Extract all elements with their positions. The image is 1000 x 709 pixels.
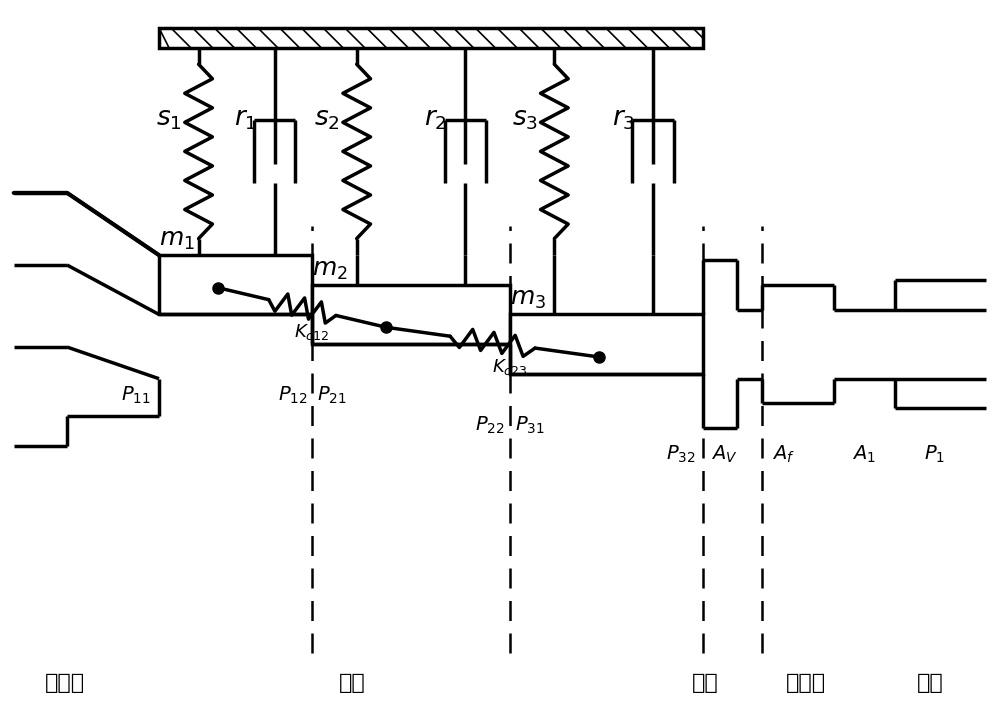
Text: $P_{31}$: $P_{31}$ [515,415,545,436]
Text: $m_3$: $m_3$ [510,288,546,311]
Text: 咀室: 咀室 [692,673,719,693]
Text: $r_3$: $r_3$ [612,107,635,133]
Text: $P_{21}$: $P_{21}$ [317,385,347,406]
Text: $K_{c12}$: $K_{c12}$ [294,323,330,342]
Text: $m_2$: $m_2$ [312,259,348,281]
Text: $K_{c23}$: $K_{c23}$ [492,357,528,377]
Text: 声带: 声带 [338,673,365,693]
Text: $r_2$: $r_2$ [424,107,447,133]
Text: 声道: 声道 [917,673,943,693]
Text: $P_{22}$: $P_{22}$ [475,415,505,436]
Text: $s_1$: $s_1$ [156,107,182,133]
Bar [510,315,703,374]
Text: $m_1$: $m_1$ [159,229,195,252]
Text: $A_1$: $A_1$ [852,444,876,465]
Bar [159,255,312,315]
Text: $P_{32}$: $P_{32}$ [666,444,696,465]
Text: $s_3$: $s_3$ [512,107,538,133]
Text: $A_f$: $A_f$ [772,444,795,465]
Text: $A_V$: $A_V$ [711,444,738,465]
Text: 咀气管: 咀气管 [45,673,85,693]
Text: $P_{11}$: $P_{11}$ [121,385,151,406]
Text: $r_1$: $r_1$ [234,107,256,133]
Text: $P_1$: $P_1$ [924,444,945,465]
Bar [312,285,510,344]
Text: 假声带: 假声带 [786,673,826,693]
Text: $s_2$: $s_2$ [314,107,340,133]
Bar [159,28,703,48]
Text: $P_{12}$: $P_{12}$ [278,385,307,406]
